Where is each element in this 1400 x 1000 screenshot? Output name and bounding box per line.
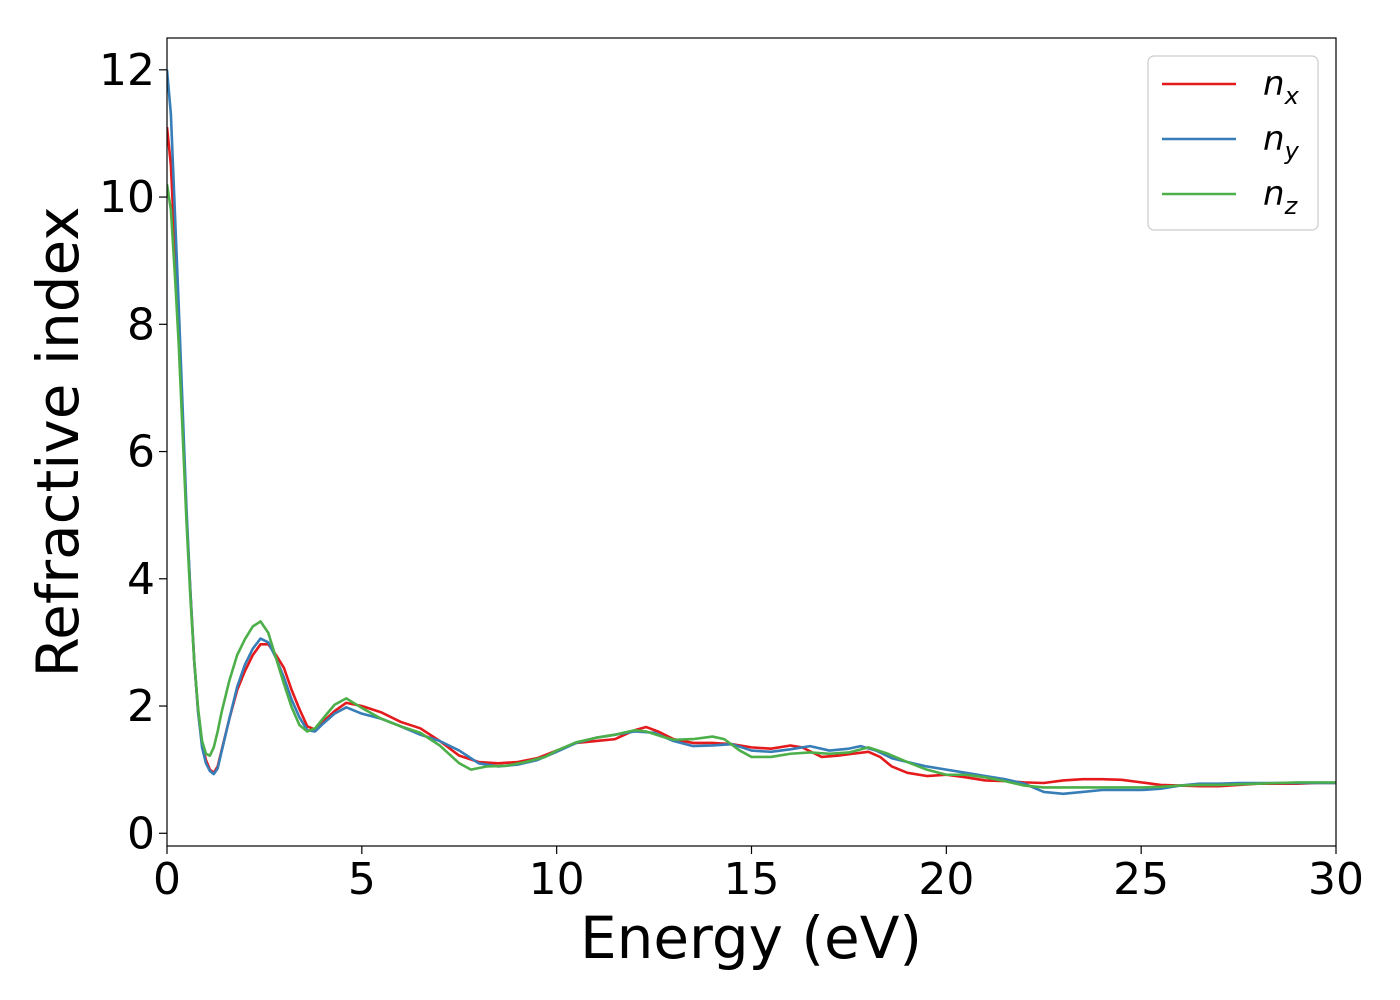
x-axis-label: Energy (eV) [580, 904, 922, 972]
legend-label-n-z: nz [1263, 174, 1299, 220]
y-axis-label: Refractive index [24, 206, 92, 677]
legend-box [1147, 55, 1319, 231]
y-tick-label: 10 [99, 172, 155, 223]
y-tick-label: 12 [99, 45, 155, 96]
y-tick-label: 2 [127, 681, 155, 732]
y-tick-label: 6 [127, 427, 155, 478]
x-tick-label: 15 [724, 854, 780, 905]
y-tick-label: 4 [127, 554, 155, 605]
y-axis: 0 2 4 6 8 10 12 [99, 45, 167, 859]
series-line-n-z [167, 184, 1336, 789]
legend-label-n-y: ny [1263, 119, 1300, 165]
y-tick-label: 8 [127, 299, 155, 350]
legend: nx ny nz [1147, 55, 1319, 231]
x-tick-label: 30 [1308, 854, 1364, 905]
x-tick-label: 20 [918, 854, 974, 905]
x-tick-label: 0 [153, 854, 181, 905]
x-axis: 0 5 10 15 20 25 30 [153, 846, 1364, 905]
x-tick-label: 5 [348, 854, 376, 905]
series-layer [167, 69, 1336, 796]
x-tick-label: 25 [1113, 854, 1169, 905]
legend-label-n-x: nx [1263, 64, 1300, 110]
y-tick-label: 0 [127, 808, 155, 859]
x-tick-label: 10 [529, 854, 585, 905]
